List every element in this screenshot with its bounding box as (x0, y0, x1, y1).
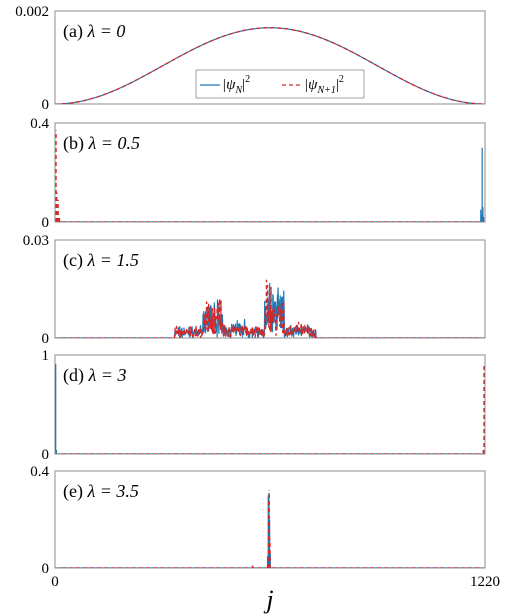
panel-label: (c) λ = 1.5 (63, 250, 139, 271)
y-tick-label: 0.002 (15, 4, 49, 20)
y-tick-label: 0 (42, 331, 50, 347)
y-tick-label: 0 (42, 215, 50, 231)
axes-frame (54, 354, 486, 455)
plot-area (55, 279, 485, 338)
x-axis-label: j (263, 585, 273, 614)
series-psi_N-line (55, 363, 485, 454)
y-tick-label: 0.4 (30, 116, 49, 132)
legend-box (195, 69, 365, 99)
panel-d: 0 1 (d) λ = 3 (42, 348, 486, 463)
axes-frame (54, 122, 486, 223)
legend: |ψN|2 |ψN+1|2 (195, 69, 365, 99)
panel-b: 0 0.4 (b) λ = 0.5 (30, 116, 486, 231)
series-psi_N-line (55, 147, 485, 222)
plot-area (55, 490, 485, 568)
series-psi_N1-line (55, 490, 485, 568)
y-tick-label: 0.03 (23, 233, 49, 249)
legend-label-psi_N1: |ψN+1|2 (304, 74, 344, 96)
plot-area (55, 362, 485, 454)
panel-c: 0 0.03 (c) λ = 1.5 (23, 233, 486, 347)
series-psi_N1-line (55, 362, 485, 454)
y-tick-label: 0 (42, 561, 50, 577)
y-tick-label: 0 (42, 447, 50, 463)
series-psi_N1-line (55, 279, 485, 338)
panel-e: 0 0.4 (e) λ = 3.5 (30, 464, 486, 577)
panel-label: (e) λ = 3.5 (63, 481, 139, 502)
x-tick-label: 1220 (470, 574, 500, 590)
panel-label: (a) λ = 0 (63, 21, 125, 42)
y-tick-label: 1 (42, 348, 50, 364)
panel-label: (d) λ = 3 (63, 365, 126, 386)
panel-label: (b) λ = 0.5 (63, 133, 140, 154)
y-tick-label: 0.4 (30, 464, 49, 480)
series-psi_N1-line (55, 27, 485, 104)
plot-area (55, 27, 485, 104)
y-tick-label: 0 (42, 97, 50, 113)
x-tick-label: 0 (51, 574, 59, 590)
legend-label-psi_N: |ψN|2 (222, 74, 250, 96)
